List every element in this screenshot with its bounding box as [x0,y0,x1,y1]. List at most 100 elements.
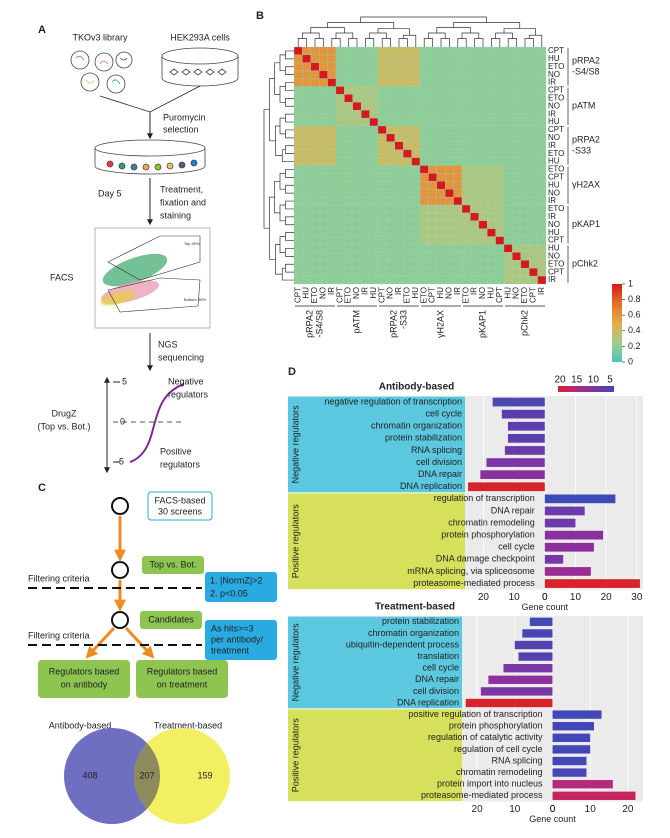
heatmap-cell [319,204,328,214]
heatmap-cell [461,260,471,269]
heatmap-cell [428,189,437,198]
heatmap-cell [302,244,311,253]
heatmap-cell [529,196,538,206]
heatmap-cell [529,189,538,198]
heatmap-cell [344,196,353,206]
heatmap-cell [293,54,303,63]
heatmap-cell [327,102,337,111]
heatmap-cell [335,252,345,261]
heatmap-cell [403,78,412,87]
heatmap-cell [394,94,404,103]
heatmap-cell [419,110,429,119]
row-label: HU [548,180,560,189]
regulator-label: regulators [168,389,209,399]
heatmap-cell [436,110,446,119]
row-label: CPT [548,267,564,276]
heatmap-cell [352,141,362,150]
heatmap-cell [386,244,395,253]
heatmap-cell [293,196,303,206]
heatmap-cell [470,86,479,95]
heatmap-cell [352,268,362,277]
heatmap-cell [411,268,421,277]
heatmap-cell [445,70,454,79]
heatmap-cell [495,212,505,221]
heatmap-cell [411,133,421,142]
heatmap-cell [319,236,328,245]
bar [507,421,545,431]
heatmap-cell [461,204,471,214]
heatmap-cell [352,149,362,158]
heatmap-cell [369,54,379,63]
heatmap-cell [403,157,412,166]
heatmap-cell [520,149,530,158]
heatmap-cell [512,220,521,229]
x-tick-label: 30 [631,592,643,603]
heatmap-cell [327,236,337,245]
heatmap-cell [520,275,530,285]
heatmap-cell [394,165,404,174]
heatmap-cell [352,220,362,229]
heatmap-cell [344,244,353,253]
dendrogram [507,38,517,47]
heatmap-cell [344,157,353,166]
category-label: protein phosphorylation [441,530,535,540]
heatmap-cell [310,54,320,63]
heatmap-cell [503,133,513,142]
heatmap-cell [495,86,505,95]
heatmap-cell [377,165,387,174]
heatmap-cell [453,236,463,245]
heatmap-cell [302,173,311,182]
heatmap-cell [537,165,547,174]
heatmap-cell [487,157,496,166]
heatmap-cell [352,252,362,261]
heatmap-cell [335,125,345,135]
heatmap-cell [293,189,303,198]
heatmap-cell [310,117,320,127]
arrow [124,626,155,659]
heatmap-cell [520,102,530,111]
heatmap-cell [537,275,547,285]
dendrogram [279,54,286,72]
column-label: HU [436,287,445,299]
heatmap-cell [394,102,404,111]
drugz-label: (Top vs. Bot.) [37,421,90,431]
heatmap-cell [495,102,505,111]
heatmap-cell [419,189,429,198]
heatmap-cell [461,181,471,190]
heatmap-cell [310,212,320,221]
heatmap-cell [386,62,395,71]
heatmap-cell [344,62,353,71]
heatmap-cell [352,196,362,206]
column-label: NO [445,287,454,299]
heatmap-cell [470,70,479,79]
heatmap-cell [445,86,454,95]
heatmap-cell [495,196,505,206]
heatmap-cell [369,181,379,190]
heatmap-cell [453,117,463,127]
heatmap-cell [520,141,530,150]
heatmap-cell [495,260,505,269]
heatmap-cell [293,110,303,119]
heatmap-cell [335,236,345,245]
heatmap-cell [503,78,513,87]
heatmap-cell [428,228,437,237]
heatmap-cell [319,181,328,190]
heatmap-cell [445,212,454,221]
heatmap-cell [377,212,387,221]
dendrogram [503,28,536,36]
heatmap-cell [319,228,328,237]
heatmap-cell [386,189,395,198]
step-text: selection [163,124,199,134]
heatmap-cell [319,252,328,261]
heatmap-cell [335,86,345,95]
heatmap-cell [453,212,463,221]
dendrogram [348,38,358,47]
heatmap-cell [411,149,421,158]
bar [501,409,545,419]
heatmap-cell [512,165,521,174]
category-label: chromatin remodeling [448,517,535,527]
heatmap-cell [386,70,395,79]
heatmap-cell [310,268,320,277]
category-label: chromatin organization [368,628,459,638]
heatmap-cell [394,149,404,158]
